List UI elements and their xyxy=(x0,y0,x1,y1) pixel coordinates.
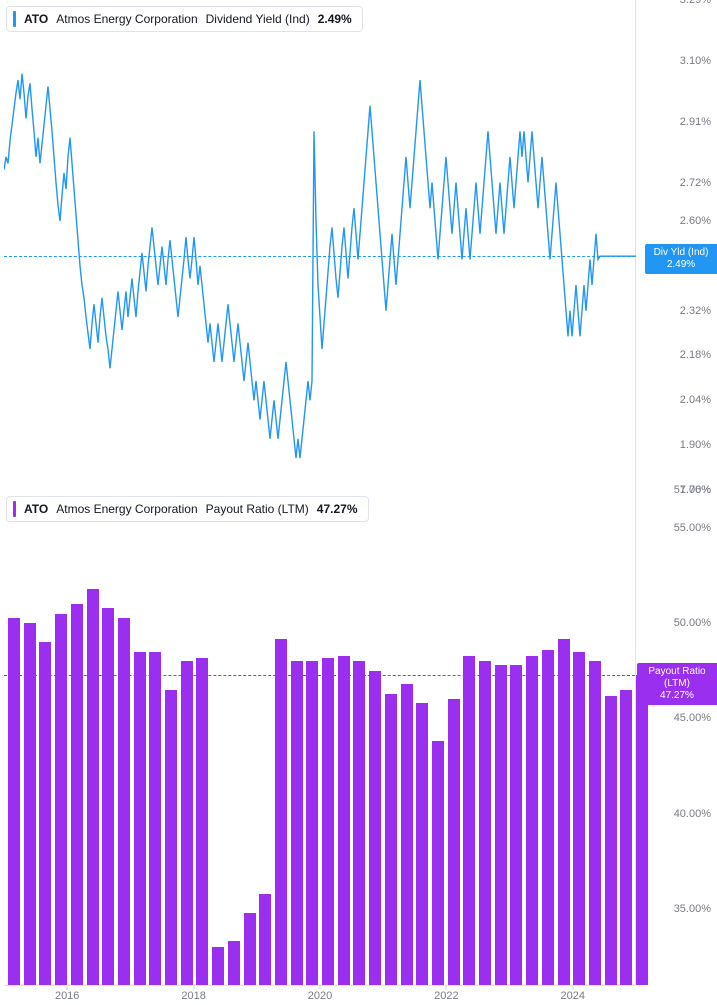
chart-metric-value: 2.49% xyxy=(318,12,352,26)
payout-ratio-bar xyxy=(558,639,570,986)
y-tick-label: 40.00% xyxy=(674,808,711,820)
payout-ratio-bar xyxy=(589,661,601,985)
chart-company: Atmos Energy Corporation xyxy=(56,502,197,516)
y-tick-label: 2.72% xyxy=(680,177,711,189)
current-value-tag: Div Yld (Ind)2.49% xyxy=(645,244,717,274)
payout-ratio-bar xyxy=(526,656,538,985)
payout-ratio-bar xyxy=(8,618,20,985)
x-tick-label: 2018 xyxy=(181,990,205,1002)
y-tick-label: 3.10% xyxy=(680,55,711,67)
chart-header-badge[interactable]: ATO Atmos Energy Corporation Payout Rati… xyxy=(6,496,369,522)
chart-ticker: ATO xyxy=(24,502,48,516)
payout-ratio-bar xyxy=(87,589,99,985)
price-tag-value: 47.27% xyxy=(641,690,713,702)
y-tick-label: 45.00% xyxy=(674,712,711,724)
price-tag-label: Payout Ratio (LTM) xyxy=(641,666,713,690)
payout-ratio-bar xyxy=(71,604,83,985)
price-tag-label: Div Yld (Ind) xyxy=(649,247,713,259)
current-value-tag: Payout Ratio (LTM)47.27% xyxy=(637,663,717,705)
chart-header-badge[interactable]: ATO Atmos Energy Corporation Dividend Yi… xyxy=(6,6,363,32)
current-value-line xyxy=(4,256,635,257)
x-tick-label: 2016 xyxy=(55,990,79,1002)
payout-ratio-bar xyxy=(432,741,444,985)
y-tick-label: 1.90% xyxy=(680,439,711,451)
y-tick-label: 2.91% xyxy=(680,116,711,128)
payout-ratio-bar xyxy=(306,661,318,985)
payout-ratio-bar xyxy=(181,661,193,985)
y-tick-label: 2.32% xyxy=(680,305,711,317)
payout-ratio-bar xyxy=(134,652,146,985)
chart-metric-name: Payout Ratio (LTM) xyxy=(206,502,309,516)
y-axis-bottom: 57.00%55.00%50.00%45.00%40.00%35.00%Payo… xyxy=(636,490,717,985)
current-value-line xyxy=(4,675,635,676)
payout-ratio-bar xyxy=(479,661,491,985)
payout-ratio-bar xyxy=(149,652,161,985)
y-tick-label: 3.29% xyxy=(680,0,711,6)
x-tick-label: 2020 xyxy=(308,990,332,1002)
payout-ratio-bar xyxy=(385,694,397,985)
payout-ratio-bar xyxy=(369,671,381,985)
y-axis-top: 3.29% 3.10% 2.91% 2.72% 2.60% 2.32% 2.18% 2.04%… xyxy=(636,0,717,490)
series-color-indicator xyxy=(13,501,16,517)
payout-ratio-bar xyxy=(196,658,208,985)
payout-ratio-bar xyxy=(275,639,287,986)
series-color-indicator xyxy=(13,11,16,27)
chart-ticker: ATO xyxy=(24,12,48,26)
line-plot-area[interactable] xyxy=(4,0,636,490)
payout-ratio-bar xyxy=(102,608,114,985)
payout-ratio-bar xyxy=(605,696,617,985)
payout-ratio-bar xyxy=(620,690,632,985)
payout-ratio-bars xyxy=(4,490,635,985)
y-tick-label: 55.00% xyxy=(674,522,711,534)
payout-ratio-bar xyxy=(463,656,475,985)
chart-metric-value: 47.27% xyxy=(317,502,358,516)
payout-ratio-bar xyxy=(510,665,522,985)
payout-ratio-bar xyxy=(416,703,428,985)
x-tick-label: 2024 xyxy=(561,990,585,1002)
y-tick-label: 50.00% xyxy=(674,617,711,629)
payout-ratio-bar xyxy=(573,652,585,985)
chart-metric-name: Dividend Yield (Ind) xyxy=(206,12,310,26)
y-tick-label: 57.00% xyxy=(674,484,711,496)
payout-ratio-bar xyxy=(24,623,36,985)
x-axis: 2016 2018 2020 2022 2024 xyxy=(4,985,636,1005)
payout-ratio-bar xyxy=(228,941,240,985)
payout-ratio-bar xyxy=(322,658,334,985)
payout-ratio-bar xyxy=(212,947,224,985)
payout-ratio-chart: ATO Atmos Energy Corporation Payout Rati… xyxy=(0,490,717,985)
payout-ratio-bar xyxy=(448,699,460,985)
payout-ratio-bar xyxy=(353,661,365,985)
y-tick-label: 2.60% xyxy=(680,215,711,227)
chart-company: Atmos Energy Corporation xyxy=(56,12,197,26)
payout-ratio-bar xyxy=(338,656,350,985)
payout-ratio-bar xyxy=(118,618,130,985)
dividend-yield-line xyxy=(4,0,636,490)
payout-ratio-bar xyxy=(244,913,256,985)
payout-ratio-bar xyxy=(55,614,67,985)
y-tick-label: 2.04% xyxy=(680,394,711,406)
payout-ratio-bar xyxy=(291,661,303,985)
payout-ratio-bar xyxy=(259,894,271,985)
payout-ratio-bar xyxy=(39,642,51,985)
bar-plot-area[interactable] xyxy=(4,490,636,985)
y-tick-label: 2.18% xyxy=(680,349,711,361)
y-tick-label: 35.00% xyxy=(674,903,711,915)
x-tick-label: 2022 xyxy=(434,990,458,1002)
dividend-yield-chart: ATO Atmos Energy Corporation Dividend Yi… xyxy=(0,0,717,490)
payout-ratio-bar xyxy=(542,650,554,985)
payout-ratio-bar xyxy=(495,665,507,985)
payout-ratio-bar xyxy=(401,684,413,985)
payout-ratio-bar xyxy=(165,690,177,985)
price-tag-value: 2.49% xyxy=(649,259,713,271)
